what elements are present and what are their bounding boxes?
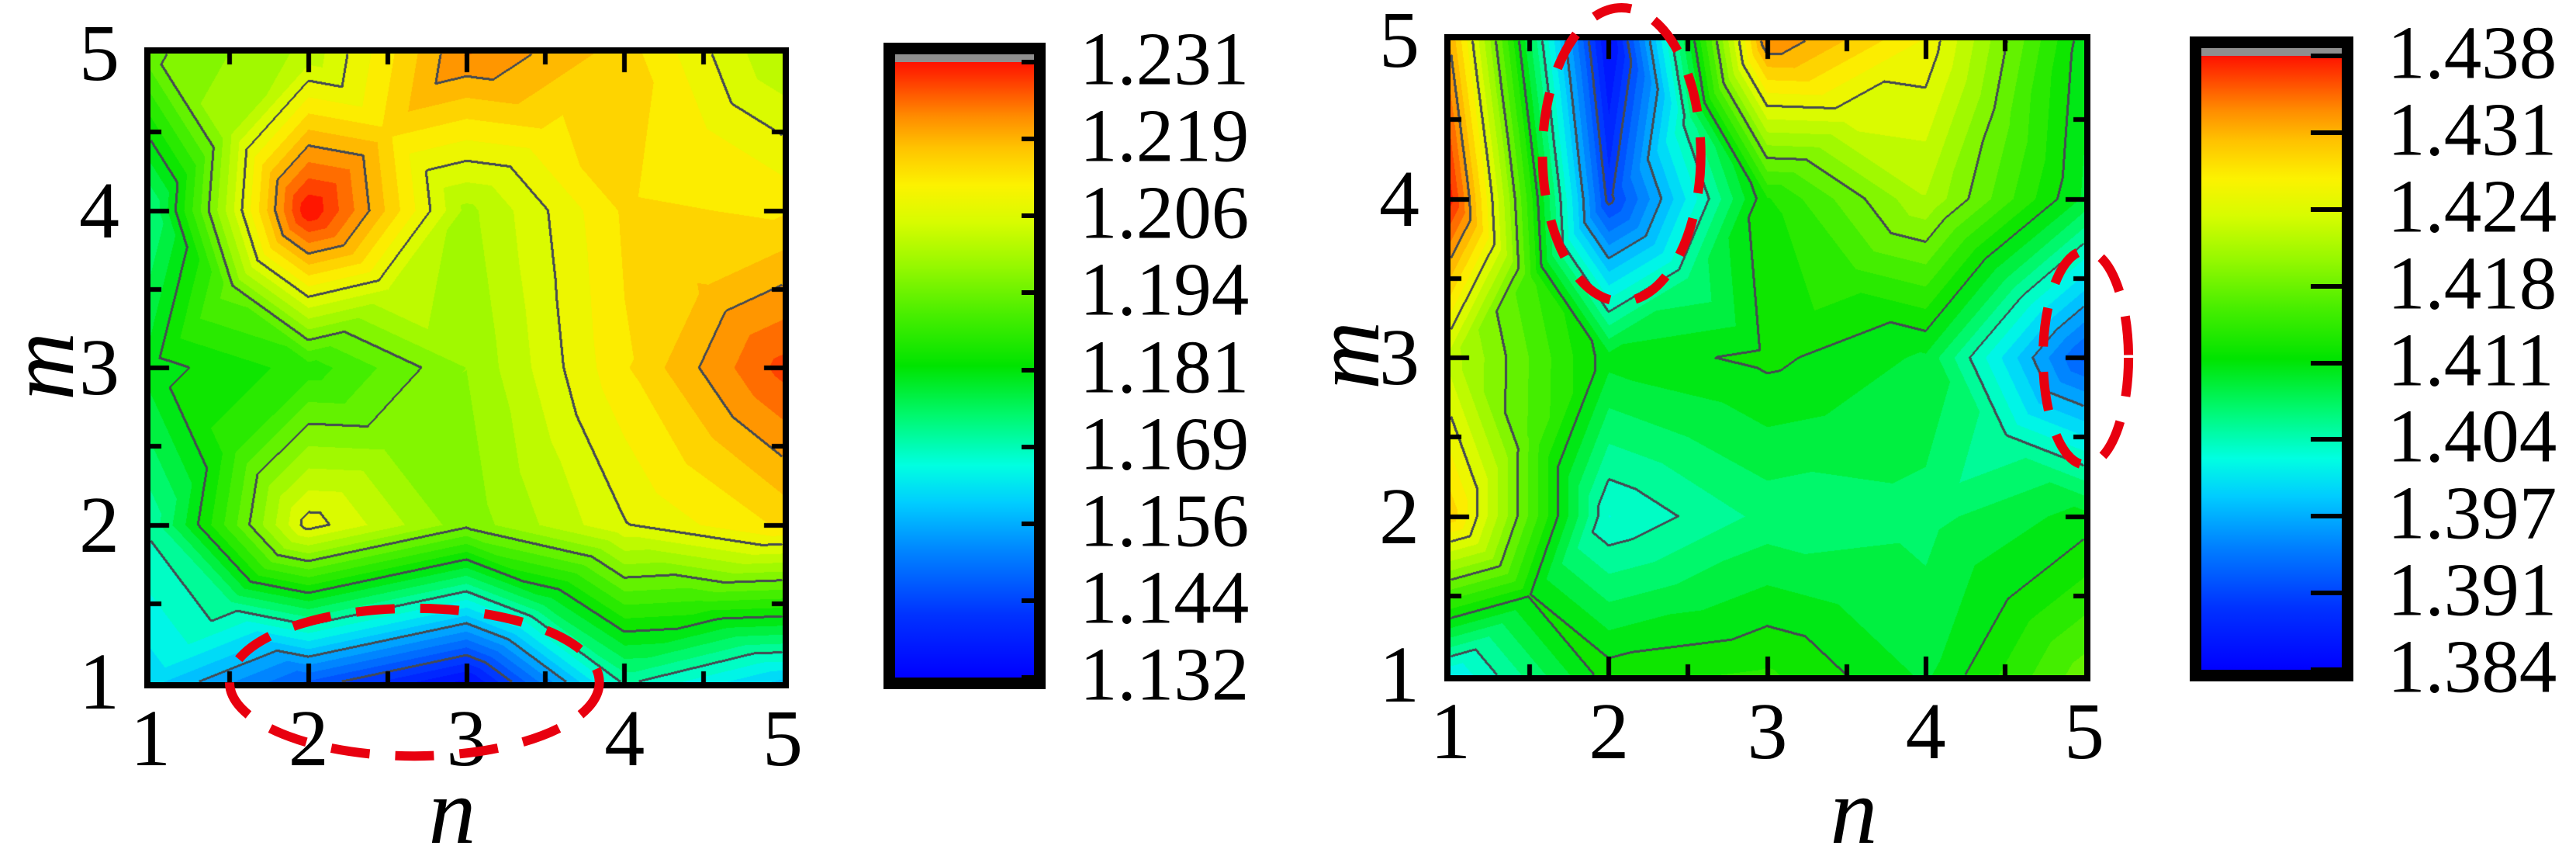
right-colorbar-tick bbox=[2311, 361, 2342, 366]
left-colorbar-tick-label: 1.156 bbox=[1080, 479, 1250, 563]
right-colorbar-tick-label: 1.404 bbox=[2388, 394, 2557, 478]
left-plot-y-tick-label: 4 bbox=[79, 165, 119, 255]
right-colorbar-overflow-cap bbox=[2201, 48, 2342, 56]
left-plot-x-tick-label: 4 bbox=[604, 694, 645, 783]
right-colorbar-tick bbox=[2311, 667, 2342, 672]
left-plot-x-tick-label: 1 bbox=[130, 694, 171, 783]
right-colorbar-tick-label: 1.391 bbox=[2388, 548, 2557, 632]
left-colorbar-tick bbox=[1022, 60, 1034, 64]
right-colorbar-tick-label: 1.411 bbox=[2388, 318, 2554, 402]
right-colorbar bbox=[2190, 36, 2353, 681]
right-plot-x-tick-label: 5 bbox=[2064, 687, 2104, 776]
right-colorbar-tick bbox=[2311, 130, 2342, 135]
right-colorbar-tick bbox=[2311, 437, 2342, 442]
left-colorbar-tick-label: 1.144 bbox=[1080, 556, 1250, 639]
left-plot-y-tick-label: 3 bbox=[79, 323, 119, 412]
left-colorbar-tick bbox=[1022, 368, 1034, 373]
left-colorbar-tick-label: 1.231 bbox=[1080, 17, 1250, 101]
right-colorbar-tick bbox=[2311, 284, 2342, 289]
left-colorbar-tick bbox=[1022, 137, 1034, 141]
right-colorbar-tick bbox=[2311, 54, 2342, 58]
left-colorbar-overflow-cap bbox=[895, 54, 1034, 62]
right-plot-x-tick-label: 2 bbox=[1589, 687, 1630, 776]
left-plot-x-tick-label: 2 bbox=[288, 694, 329, 783]
left-colorbar-tick bbox=[1022, 598, 1034, 603]
left-colorbar-tick-label: 1.132 bbox=[1080, 633, 1250, 716]
right-colorbar-tick-label: 1.418 bbox=[2388, 241, 2557, 325]
left-colorbar-tick-label: 1.219 bbox=[1080, 94, 1250, 178]
left-plot-y-tick-label: 1 bbox=[79, 637, 119, 726]
right-colorbar-tick bbox=[2311, 207, 2342, 212]
right-contour-canvas bbox=[1451, 40, 2084, 675]
left-plot-y-tick-label: 5 bbox=[79, 9, 119, 98]
right-colorbar-gradient bbox=[2201, 48, 2342, 670]
right-y-axis-title: m bbox=[1295, 321, 1399, 390]
right-colorbar-tick bbox=[2311, 514, 2342, 518]
left-colorbar-tick-label: 1.206 bbox=[1080, 171, 1250, 255]
right-plot-x-tick-label: 4 bbox=[1905, 687, 1946, 776]
left-colorbar-tick bbox=[1022, 290, 1034, 295]
left-colorbar-gradient bbox=[895, 54, 1034, 678]
right-plot-y-tick-label: 4 bbox=[1379, 154, 1419, 244]
right-colorbar-tick-label: 1.424 bbox=[2388, 165, 2557, 248]
left-y-axis-title: m bbox=[0, 332, 94, 400]
right-plot-y-tick-label: 2 bbox=[1379, 471, 1419, 561]
right-colorbar-tick bbox=[2311, 591, 2342, 595]
right-plot-y-tick-label: 5 bbox=[1379, 0, 1419, 85]
left-plot-y-tick-label: 2 bbox=[79, 480, 119, 570]
left-colorbar-tick bbox=[1022, 675, 1034, 680]
right-colorbar-tick-label: 1.384 bbox=[2388, 625, 2557, 709]
left-colorbar-tick bbox=[1022, 445, 1034, 449]
left-contour-canvas bbox=[150, 54, 783, 682]
left-colorbar-tick-label: 1.181 bbox=[1080, 325, 1250, 409]
right-colorbar-tick-label: 1.431 bbox=[2388, 88, 2557, 172]
left-x-axis-title: n bbox=[428, 759, 476, 863]
right-x-axis-title: n bbox=[1830, 759, 1878, 863]
left-plot-x-tick-label: 5 bbox=[762, 694, 803, 783]
left-colorbar-tick bbox=[1022, 213, 1034, 218]
right-colorbar-tick-label: 1.397 bbox=[2388, 471, 2557, 555]
right-colorbar-tick-label: 1.438 bbox=[2388, 11, 2557, 95]
left-colorbar-tick bbox=[1022, 522, 1034, 526]
left-plot-frame bbox=[144, 47, 789, 688]
right-plot-y-tick-label: 1 bbox=[1379, 630, 1419, 719]
right-plot-y-tick-label: 3 bbox=[1379, 313, 1419, 402]
left-colorbar bbox=[883, 43, 1046, 689]
left-colorbar-tick-label: 1.169 bbox=[1080, 402, 1250, 486]
left-colorbar-tick-label: 1.194 bbox=[1080, 248, 1250, 331]
right-plot-frame bbox=[1444, 34, 2090, 681]
right-plot-x-tick-label: 1 bbox=[1430, 687, 1471, 776]
right-plot-x-tick-label: 3 bbox=[1747, 687, 1788, 776]
